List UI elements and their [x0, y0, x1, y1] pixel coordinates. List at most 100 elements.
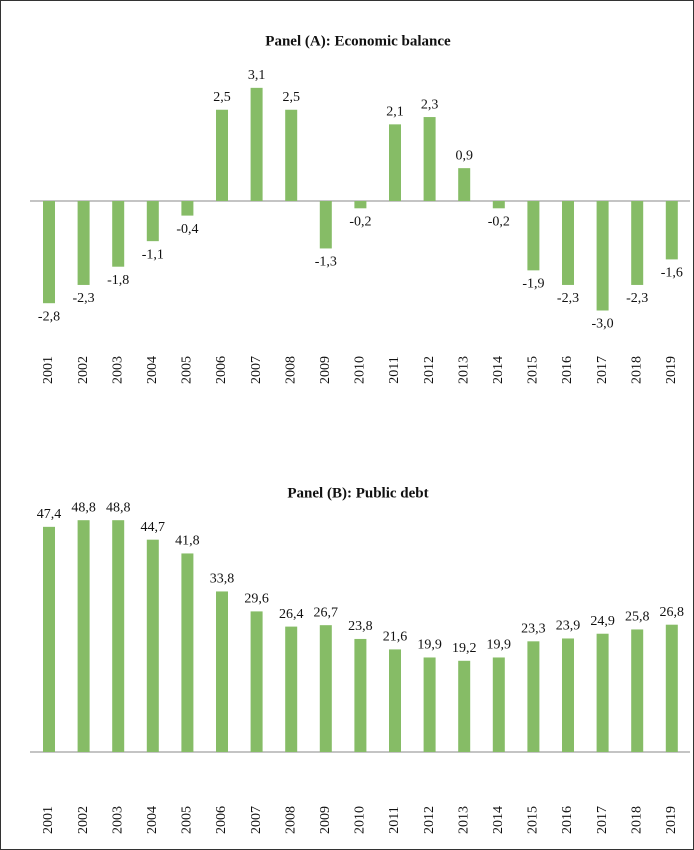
x-tick-label: 2006: [214, 356, 229, 384]
bar: [354, 638, 367, 752]
x-tick-label: 2004: [145, 806, 160, 834]
data-label: 19,2: [452, 641, 477, 656]
data-label: 44,7: [141, 520, 166, 535]
data-label: 48,8: [71, 500, 96, 515]
panel-a-title: Panel (A): Economic balance: [265, 33, 451, 49]
x-tick-label: 2003: [110, 356, 125, 384]
x-tick-label: 2012: [422, 806, 437, 834]
bar: [596, 201, 609, 311]
bar: [527, 201, 540, 271]
data-label: 47,4: [37, 507, 62, 522]
bar: [492, 201, 505, 209]
bar: [423, 117, 436, 201]
data-label: 19,9: [417, 638, 442, 653]
x-tick-label: 2015: [526, 356, 541, 384]
data-label: 48,8: [106, 500, 131, 515]
data-label: -2,8: [38, 309, 60, 324]
x-tick-label: 2009: [318, 806, 333, 834]
x-tick-label: 2007: [249, 356, 264, 384]
bar: [527, 641, 540, 752]
x-tick-label: 2011: [387, 806, 402, 833]
x-tick-label: 2006: [214, 806, 229, 834]
data-label: 29,6: [244, 592, 269, 607]
bar: [423, 657, 436, 752]
bar: [77, 520, 90, 752]
bar: [319, 201, 332, 249]
data-label: -1,3: [315, 255, 337, 270]
data-label: 26,4: [279, 607, 304, 622]
bar: [631, 629, 644, 752]
x-tick-label: 2019: [664, 356, 679, 384]
bar: [43, 526, 55, 752]
panel-b-title: Panel (B): Public debt: [287, 485, 428, 501]
x-tick-label: 2018: [629, 356, 644, 384]
x-tick-label: 2018: [629, 806, 644, 834]
bar: [458, 168, 471, 201]
data-label: 23,9: [556, 619, 581, 634]
data-label: 19,9: [487, 638, 512, 653]
data-label: 23,8: [348, 619, 373, 634]
bar: [492, 657, 505, 752]
data-label: 26,8: [660, 605, 685, 620]
data-label: 2,5: [282, 90, 300, 105]
x-tick-label: 2017: [595, 356, 610, 384]
x-tick-label: 2005: [180, 356, 195, 384]
data-label: 2,5: [213, 90, 231, 105]
data-label: -1,8: [107, 273, 129, 288]
bar: [562, 201, 574, 285]
x-tick-label: 2002: [76, 356, 91, 384]
bar: [665, 624, 678, 752]
x-tick-label: 2009: [318, 356, 333, 384]
bar: [112, 520, 125, 752]
bar: [285, 626, 298, 752]
data-label: -0,4: [176, 222, 198, 237]
bar: [216, 591, 228, 752]
x-tick-label: 2019: [664, 806, 679, 834]
bar: [216, 109, 228, 201]
x-tick-label: 2015: [526, 806, 541, 834]
data-label: -1,1: [142, 247, 164, 262]
x-tick-label: 2005: [180, 806, 195, 834]
data-label: 23,3: [521, 622, 546, 637]
data-label: -1,9: [522, 277, 544, 292]
x-tick-label: 2003: [110, 806, 125, 834]
data-label: 24,9: [590, 614, 615, 629]
x-tick-label: 2008: [283, 356, 298, 384]
data-label: 26,7: [314, 605, 339, 620]
x-tick-label: 2007: [249, 806, 264, 834]
bar: [389, 649, 401, 752]
data-label: 0,9: [455, 148, 473, 163]
x-tick-label: 2013: [456, 806, 471, 834]
data-label: 41,8: [175, 534, 200, 549]
bar: [354, 201, 367, 209]
x-tick-label: 2016: [560, 806, 575, 834]
data-label: 2,1: [386, 105, 404, 120]
data-label: -0,2: [349, 215, 371, 230]
bar: [562, 638, 574, 752]
data-label: -0,2: [488, 215, 510, 230]
data-label: 33,8: [210, 572, 235, 587]
data-label: 3,1: [248, 68, 266, 83]
x-tick-label: 2012: [422, 356, 437, 384]
bar: [458, 660, 471, 752]
data-label: -2,3: [73, 291, 95, 306]
bar: [596, 633, 609, 752]
bar: [181, 201, 194, 216]
data-label: 21,6: [383, 630, 408, 645]
x-tick-label: 2002: [76, 806, 91, 834]
bar: [389, 124, 401, 201]
x-tick-label: 2014: [491, 356, 506, 384]
data-label: -1,6: [661, 266, 683, 281]
data-label: 25,8: [625, 610, 650, 625]
bar: [146, 539, 159, 752]
bar: [250, 611, 263, 752]
data-label: 2,3: [421, 97, 439, 112]
x-tick-label: 2001: [41, 356, 56, 384]
bar: [181, 553, 194, 752]
bar: [112, 201, 125, 267]
bar: [319, 625, 332, 752]
x-tick-label: 2001: [41, 806, 56, 834]
bar: [43, 201, 55, 304]
